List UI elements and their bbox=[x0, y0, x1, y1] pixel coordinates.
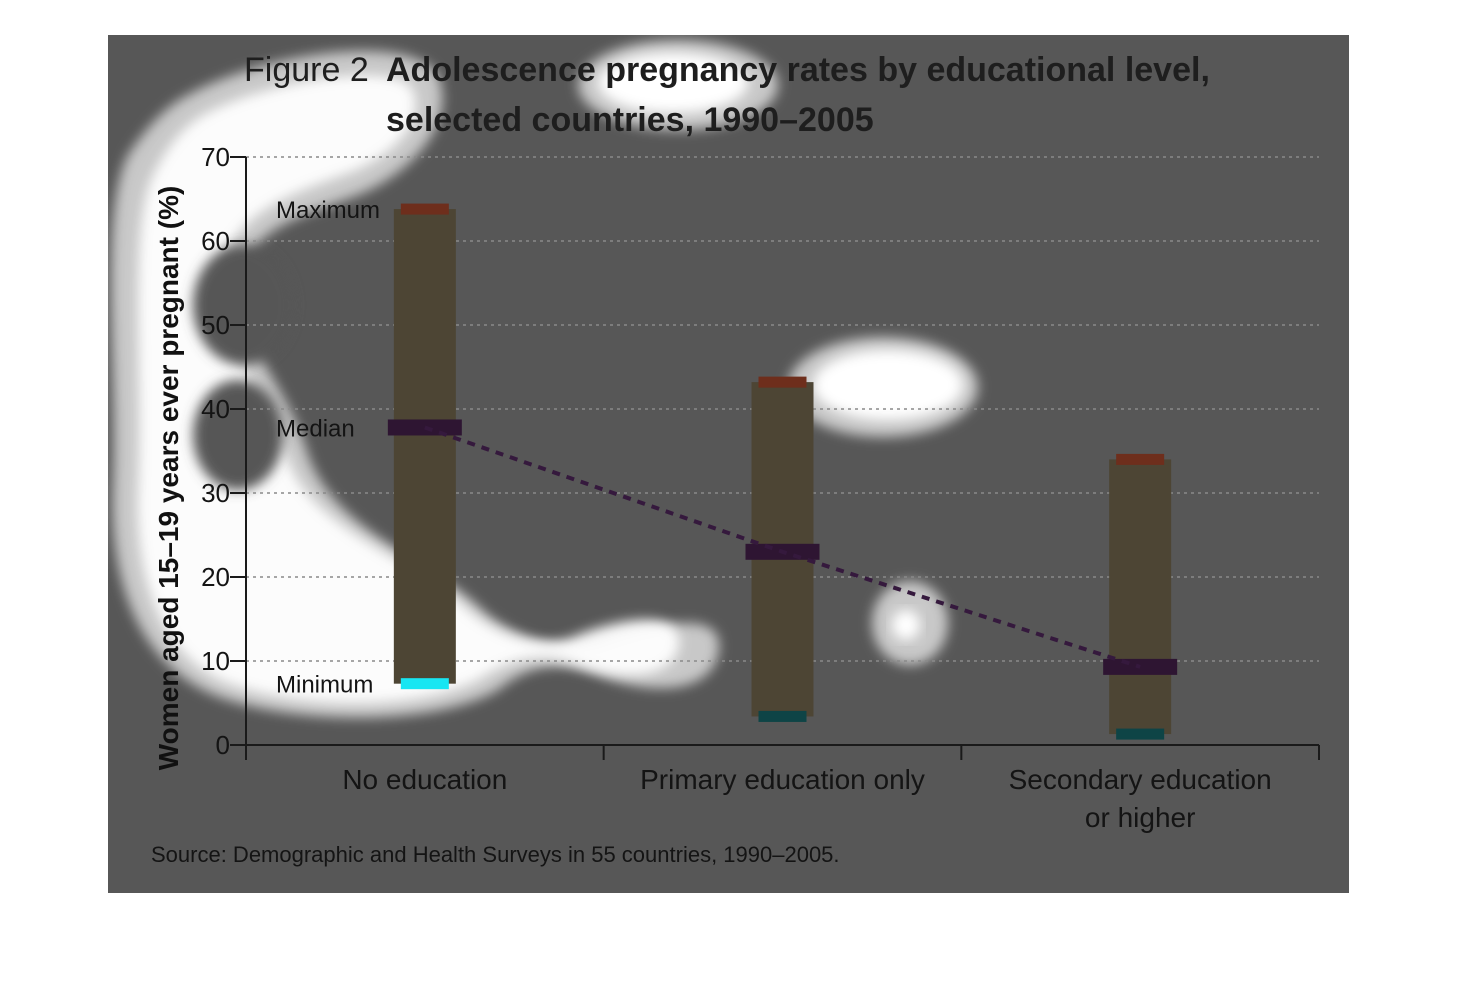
median-marker bbox=[1103, 658, 1178, 675]
y-tick-label-10: 10 bbox=[201, 646, 230, 676]
y-axis: 0 10 20 30 40 50 60 70 bbox=[201, 142, 247, 760]
range-chart: Figure 2 Adolescence pregnancy rates by … bbox=[111, 40, 1320, 867]
y-tick-label-40: 40 bbox=[201, 394, 230, 424]
range-bar bbox=[1109, 459, 1172, 735]
glare-overlay bbox=[111, 40, 978, 718]
x-category-label: Secondary education bbox=[1009, 764, 1272, 795]
y-tick-label-60: 60 bbox=[201, 226, 230, 256]
median-trend-line bbox=[424, 425, 1141, 669]
x-category-label: or higher bbox=[1085, 802, 1196, 833]
y-tick-label-70: 70 bbox=[201, 142, 230, 172]
marker-annotations: Maximum Median Minimum bbox=[276, 197, 380, 699]
maximum-marker bbox=[1116, 453, 1165, 465]
y-tick-label-50: 50 bbox=[201, 310, 230, 340]
chart-title-line-2: selected countries, 1990–2005 bbox=[386, 101, 874, 139]
maximum-label: Maximum bbox=[276, 197, 380, 224]
range-bar bbox=[393, 209, 456, 684]
y-tick-label-0: 0 bbox=[216, 730, 230, 760]
figure-label: Figure 2 bbox=[244, 51, 369, 89]
chart-title-line-1: Adolescence pregnancy rates by education… bbox=[386, 51, 1210, 89]
source-note: Source: Demographic and Health Surveys i… bbox=[151, 842, 840, 867]
maximum-marker bbox=[400, 203, 449, 215]
y-axis-title: Women aged 15–19 years ever pregnant (%) bbox=[153, 186, 184, 771]
minimum-marker bbox=[1116, 728, 1165, 740]
y-tick-label-30: 30 bbox=[201, 478, 230, 508]
x-axis: No education Primary education only Second… bbox=[245, 744, 1320, 833]
minimum-marker bbox=[758, 710, 807, 722]
minimum-label: Minimum bbox=[276, 672, 373, 699]
figure-panel: Figure 2 Adolescence pregnancy rates by … bbox=[108, 35, 1349, 893]
x-category-label: Primary education only bbox=[640, 764, 925, 795]
median-trend bbox=[424, 425, 1141, 669]
x-category-label: No education bbox=[342, 764, 507, 795]
median-label: Median bbox=[276, 415, 355, 442]
y-tick-label-20: 20 bbox=[201, 562, 230, 592]
minimum-marker bbox=[400, 678, 449, 690]
maximum-marker bbox=[758, 376, 807, 388]
